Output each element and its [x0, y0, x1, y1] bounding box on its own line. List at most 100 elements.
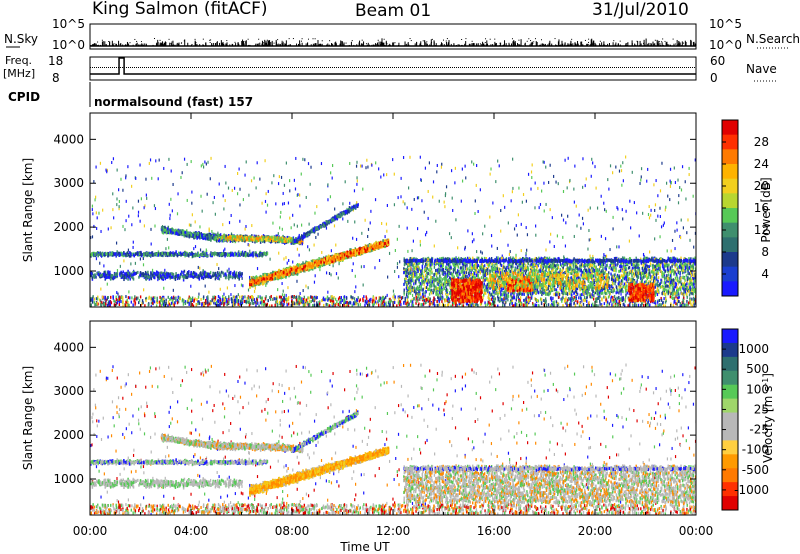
echo-cell [477, 209, 479, 213]
nsearch-dot [587, 43, 589, 45]
echo-cell [265, 303, 267, 307]
echo-cell [124, 271, 126, 275]
echo-cell [676, 228, 678, 232]
nsky-bar [612, 42, 614, 46]
echo-cell [365, 166, 367, 170]
echo-cell [132, 240, 134, 244]
echo-cell [642, 252, 645, 256]
echo-cell [252, 254, 254, 258]
echo-cell [254, 286, 256, 290]
echo-cell [562, 190, 565, 194]
echo-cell [277, 182, 280, 186]
nave-dot [498, 67, 499, 68]
echo-cell [539, 202, 542, 206]
nave-dot [338, 67, 339, 68]
nsky-bar [577, 43, 579, 46]
echo-cell [297, 298, 299, 302]
echo-cell [588, 301, 590, 305]
nsearch-dot [234, 41, 236, 43]
echo-cell [159, 295, 161, 299]
echo-cell [291, 295, 294, 299]
echo-cell [384, 295, 387, 299]
nsky-bar [299, 40, 301, 46]
echo-cell [235, 274, 238, 278]
echo-cell [519, 296, 522, 300]
echo-cell [445, 298, 447, 302]
nsearch-dot [181, 42, 183, 44]
echo-cell [237, 299, 240, 303]
echo-cell [279, 295, 282, 299]
nsky-bar [599, 44, 601, 46]
echo-cell [231, 188, 233, 192]
nave-dot [136, 67, 137, 68]
echo-cell [182, 299, 185, 303]
echo-cell [327, 290, 329, 294]
echo-cell [226, 252, 228, 256]
echo-cell [205, 253, 207, 257]
echo-cell [139, 295, 142, 299]
echo-cell [605, 254, 608, 258]
nsearch-dot [410, 40, 412, 42]
nave-dot [128, 67, 129, 68]
echo-cell [222, 300, 224, 304]
echo-cell [334, 304, 336, 307]
echo-cell [240, 251, 243, 255]
echo-cell [368, 301, 370, 305]
nsky-bar [650, 44, 652, 46]
echo-cell [295, 298, 298, 302]
echo-cell [216, 304, 219, 307]
echo-cell [181, 298, 184, 302]
echo-cell [527, 301, 529, 305]
nave-dot [692, 67, 693, 68]
nave-dot [208, 67, 209, 68]
nsearch-dot [653, 43, 655, 45]
echo-cell [688, 173, 690, 177]
echo-cell [156, 301, 159, 305]
echo-cell [667, 194, 669, 198]
echo-cell [123, 274, 126, 278]
echo-cell [93, 301, 96, 305]
echo-cell [647, 302, 649, 306]
nave-dot [492, 67, 493, 68]
echo-cell [540, 302, 543, 306]
echo-cell [93, 253, 96, 257]
nsky-bar [615, 42, 617, 46]
echo-cell [327, 183, 329, 187]
echo-cell [113, 216, 115, 220]
echo-cell [180, 270, 183, 274]
echo-cell [445, 185, 448, 189]
echo-cell [438, 302, 441, 306]
nave-dot [326, 67, 327, 68]
nsky-bar [586, 43, 588, 46]
nave-dot [594, 67, 595, 68]
nsky-bar [289, 44, 291, 46]
nsky-bar [599, 43, 601, 46]
echo-cell [178, 252, 181, 256]
nsky-bar [666, 44, 668, 46]
nsky-bar [350, 41, 352, 46]
echo-cell [634, 301, 636, 305]
nsky-bar [376, 43, 378, 46]
echo-cell [223, 302, 225, 306]
echo-cell [109, 251, 111, 255]
echo-cell [275, 202, 277, 206]
echo-cell [591, 157, 593, 161]
echo-cell [155, 253, 158, 257]
echo-cell [259, 177, 261, 181]
nave-dot [588, 67, 589, 68]
nsky-bar [645, 43, 647, 46]
echo-cell [374, 300, 377, 304]
echo-cell [193, 247, 195, 251]
nsky-bar [301, 42, 303, 46]
echo-cell [162, 295, 165, 299]
echo-cell [352, 236, 354, 240]
echo-cell [201, 209, 203, 213]
nave-dot [120, 67, 121, 68]
nave-dot [518, 67, 519, 68]
echo-cell [230, 293, 232, 297]
echo-cell [222, 223, 224, 227]
echo-cell [167, 295, 169, 299]
nsky-bar [215, 43, 217, 46]
echo-cell [233, 295, 235, 299]
echo-cell [573, 301, 576, 305]
